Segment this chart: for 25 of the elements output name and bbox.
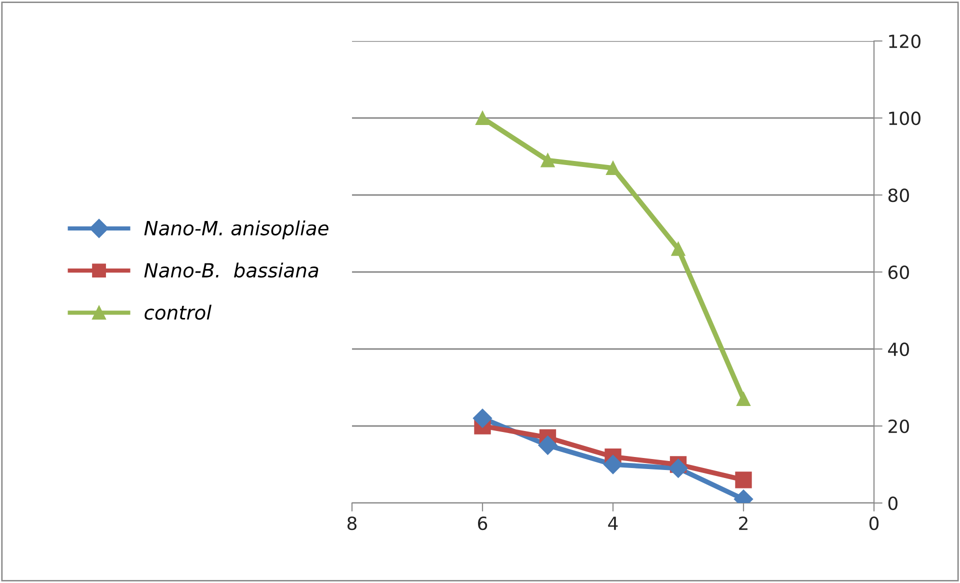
x-tick-label: 0 [869, 516, 879, 530]
x-tick-label: 8 [347, 516, 357, 530]
point [671, 242, 686, 256]
legend-label: Nano-B. bassiana [144, 262, 318, 278]
y-tick-label: 80 [888, 188, 909, 202]
point [476, 111, 490, 125]
y-tick-label: 120 [889, 34, 920, 48]
y-tick-label: 100 [889, 111, 920, 126]
point [736, 392, 750, 406]
point [735, 472, 752, 488]
y-tick-label: 40 [888, 342, 909, 356]
point [538, 436, 558, 455]
x-tick-label: 6 [478, 516, 488, 530]
x-tick-label: 2 [739, 516, 748, 530]
point [472, 408, 492, 428]
legend-label: control [144, 304, 212, 320]
point [603, 454, 623, 474]
y-tick-label: 0 [888, 496, 898, 510]
y-tick-label: 20 [888, 419, 909, 434]
point [606, 161, 620, 175]
x-tick-label: 4 [608, 516, 618, 530]
point [668, 458, 688, 478]
legend-label: Nano-M. anisopliae [144, 220, 328, 240]
y-tick-label: 60 [888, 265, 909, 280]
point [540, 153, 555, 168]
